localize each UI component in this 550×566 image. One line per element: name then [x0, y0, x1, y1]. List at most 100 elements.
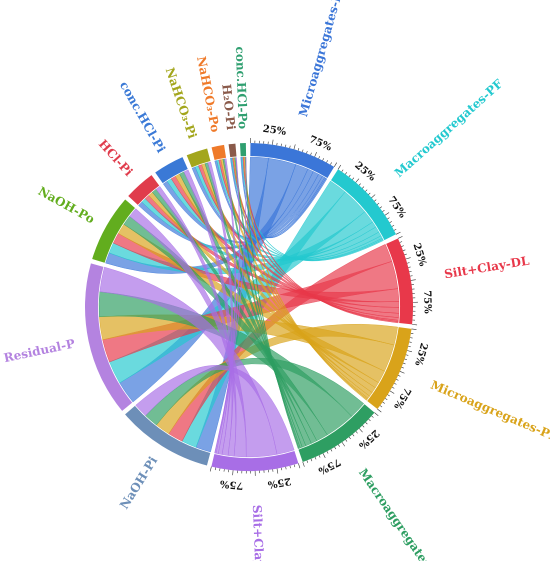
tick-mark [210, 467, 211, 472]
tick-mark [303, 462, 305, 467]
tick-label-silt-clay-pf: 75% [219, 478, 244, 491]
tick-mark [390, 221, 392, 222]
tick-mark [298, 463, 300, 468]
tick-mark [319, 156, 320, 158]
tick-mark [331, 449, 332, 451]
tick-mark [396, 232, 400, 234]
tick-label-macroaggregates-dl: 75% [316, 456, 342, 477]
tick-mark [402, 367, 404, 368]
sector-label-silt-clay-dl: Silt+Clay-DL [443, 254, 531, 282]
tick-mark [330, 162, 331, 164]
tick-mark [342, 442, 345, 446]
sector-label-nahco-pi: NaHCO₃-Pi [163, 66, 200, 141]
tick-mark [349, 175, 351, 177]
tick-mark [394, 229, 396, 230]
tick-mark [380, 406, 382, 408]
tick-mark [346, 440, 347, 442]
ribbons-layer [99, 157, 399, 457]
tick-mark [398, 236, 403, 238]
tick-label-microaggregates-pf: 75% [391, 385, 413, 411]
tick-mark [356, 179, 359, 183]
tick-mark [311, 153, 312, 155]
tick-mark [385, 212, 389, 215]
tick-mark [377, 203, 379, 205]
tick-mark [409, 271, 411, 272]
tick-mark [362, 187, 364, 189]
tick-mark [398, 375, 400, 376]
tick-mark [335, 447, 336, 449]
tick-mark [334, 163, 337, 167]
tick-mark [272, 140, 273, 145]
tick-mark [404, 254, 406, 255]
tick-mark [290, 466, 291, 468]
tick-mark [362, 425, 364, 427]
tick-mark [374, 200, 376, 202]
tick-mark [383, 402, 385, 403]
tick-mark [392, 225, 394, 226]
tick-mark [294, 144, 295, 149]
tick-mark [327, 160, 328, 162]
tick-label-microaggregates-dl: 25% [262, 124, 287, 138]
tick-mark [302, 150, 303, 152]
tick-label-macroaggregates-dl: 25% [356, 427, 381, 451]
tick-mark [298, 148, 299, 150]
tick-label-silt-clay-dl: 25% [411, 242, 429, 268]
tick-mark [353, 434, 355, 436]
sector-label-hcl-pi: HCl-Pi [96, 137, 136, 179]
tick-mark [396, 379, 398, 380]
tick-mark [408, 346, 410, 347]
tick-mark [349, 437, 351, 439]
tick-mark [290, 146, 291, 148]
tick-mark [319, 455, 320, 457]
tick-mark [338, 165, 341, 169]
tick-mark [390, 391, 394, 394]
tick-mark [366, 422, 368, 424]
tick-mark [392, 387, 394, 388]
tick-mark [365, 190, 367, 192]
tick-mark [369, 419, 371, 421]
tick-mark [403, 250, 405, 251]
tick-mark [372, 416, 374, 418]
tick-mark [315, 152, 317, 157]
tick-mark [359, 184, 361, 186]
tick-mark [323, 158, 324, 160]
tick-mark [352, 178, 354, 180]
tick-mark [387, 218, 389, 219]
tick-mark [286, 467, 287, 469]
sector-label-macroaggregates-dl: Macroaggregates-DL [356, 466, 448, 561]
tick-mark [315, 457, 316, 459]
tick-mark [215, 468, 216, 470]
tick-mark [306, 151, 307, 153]
tick-mark [277, 469, 278, 474]
tick-mark [407, 351, 412, 352]
sector-label-naoh-pi: NaOH-Pi [117, 454, 160, 512]
tick-mark [388, 395, 390, 396]
tick-mark [368, 193, 370, 195]
tick-mark [359, 428, 362, 432]
tick-mark [382, 210, 384, 211]
tick-mark [405, 359, 407, 360]
tick-mark [401, 246, 403, 247]
tick-mark [408, 267, 410, 268]
sector-arc-h-o-pi [229, 144, 237, 158]
tick-mark [394, 383, 396, 384]
sector-label-nahco-po: NaHCO₃-Po [194, 55, 222, 133]
tick-mark [356, 431, 358, 433]
tick-label-microaggregates-pf: 25% [412, 341, 429, 367]
tick-label-microaggregates-dl: 75% [307, 134, 333, 154]
tick-mark [377, 409, 381, 412]
sector-label-conc-hcl-pi: conc.HCl-Pi [117, 79, 168, 156]
tick-mark [342, 170, 343, 172]
tick-mark [345, 172, 346, 174]
sector-label-residual-p: Residual-P [2, 337, 76, 366]
tick-mark [285, 145, 286, 147]
sector-label-macroaggregates-pf: Macroaggregates-PF [392, 76, 506, 180]
tick-mark [400, 241, 402, 242]
tick-mark [406, 355, 408, 356]
tick-mark [307, 460, 308, 462]
tick-label-silt-clay-pf: 25% [266, 475, 291, 490]
sector-label-silt-clay-pf: Silt+Clay-PF [250, 505, 267, 561]
tick-mark [323, 453, 325, 457]
tick-mark [374, 413, 378, 416]
